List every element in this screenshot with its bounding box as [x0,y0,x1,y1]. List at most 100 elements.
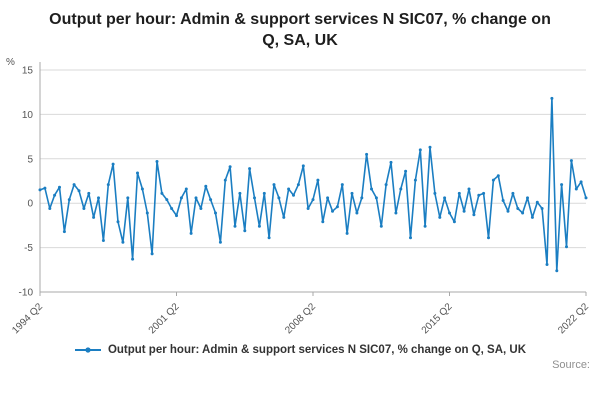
data-point-marker [550,96,554,100]
data-point-marker [491,178,495,182]
data-point-marker [579,179,583,183]
data-point-marker [535,200,539,204]
data-point-marker [326,195,330,199]
y-tick-label: 0 [27,198,33,209]
data-point-marker [296,182,300,186]
data-point-marker [218,240,222,244]
legend: Output per hour: Admin & support service… [0,344,600,356]
y-tick-label: -5 [24,243,33,254]
data-point-marker [243,228,247,232]
data-point-marker [506,209,510,213]
data-point-marker [389,160,393,164]
data-point-marker [443,195,447,199]
data-point-marker [399,187,403,191]
data-point-marker [301,163,305,167]
data-point-marker [374,195,378,199]
data-point-marker [409,235,412,239]
chart-title: Output per hour: Admin & support service… [49,11,551,49]
data-point-marker [189,231,193,235]
data-point-marker [340,182,344,186]
data-point-marker [82,206,86,210]
x-tick-label: 2001 Q2 [147,301,182,336]
data-point-marker [165,197,169,201]
data-point-marker [116,219,120,223]
data-point-marker [467,187,471,191]
data-point-marker [87,191,91,195]
data-point-marker [287,187,291,191]
data-point-marker [384,182,388,186]
data-point-marker [58,185,61,189]
data-point-marker [545,262,549,266]
data-point-marker [360,195,364,199]
y-tick-label: 15 [22,65,34,76]
data-point-marker [160,191,164,195]
data-point-marker [53,193,57,197]
data-point-marker [477,193,481,197]
y-tick-label: 5 [27,154,33,165]
data-point-marker [140,187,144,191]
data-point-marker [345,231,349,235]
data-point-marker [292,193,295,197]
data-point-marker [433,191,437,195]
data-point-marker [418,147,422,151]
line-chart-svg: -10 -5 0 5 10 15% 1994 Q2 2001 Q2 2008 Q2 2015 Q2… [6,57,591,336]
data-point-marker [350,191,354,195]
data-point-marker [106,182,110,186]
data-point-marker [272,182,276,186]
data-point-marker [335,204,339,208]
x-tick-label: 2022 Q2 [556,301,591,336]
data-point-marker [511,191,515,195]
data-line [39,97,587,272]
data-point-marker [584,195,588,199]
chart-area: -10 -5 0 5 10 15% 1994 Q2 2001 Q2 2008 Q2 2015 Q2… [0,54,600,344]
source-label: Source: [552,358,590,371]
data-point-marker [516,206,520,210]
data-point-marker [97,195,100,199]
data-point-marker [184,187,188,191]
data-point-marker [565,244,568,248]
legend-marker-icon [74,346,101,353]
data-point-marker [355,211,359,215]
data-point-marker [126,195,130,199]
data-point-marker [404,169,408,173]
data-point-marker [214,211,217,215]
data-point-marker [321,219,325,223]
data-point-marker [145,211,149,215]
data-point-marker [501,198,505,202]
data-point-marker [136,171,139,175]
data-point-marker [379,224,383,228]
data-point-marker [238,191,242,195]
data-point-marker [155,159,159,163]
data-point-marker [131,257,135,261]
data-point-marker [574,187,578,191]
data-point-marker [555,268,559,272]
data-point-marker [175,213,178,217]
data-point-marker [43,186,47,190]
data-point-marker [423,224,427,228]
data-point-marker [228,164,232,168]
data-point-marker [257,224,261,228]
data-point-marker [253,195,256,199]
data-point-marker [306,206,310,210]
data-point-marker [277,195,281,199]
data-point-marker [569,158,573,162]
data-point-marker [92,215,96,219]
data-point-marker [311,197,315,201]
data-point-marker [448,211,451,215]
data-point-marker [267,235,271,239]
y-tick-label: -10 [19,287,34,298]
data-point-marker [194,195,198,199]
data-point-marker [248,166,252,170]
x-tick-label: 1994 Q2 [10,301,45,336]
y-tick-label: 10 [22,109,34,120]
data-point-marker [179,195,183,199]
data-point-marker [331,209,334,213]
data-point-marker [170,206,174,210]
data-point-marker [101,238,105,242]
data-point-marker [150,251,154,255]
data-point-marker [472,212,476,216]
data-point-marker [487,235,490,239]
data-point-marker [365,152,369,156]
data-point-marker [77,188,81,192]
data-point-marker [204,184,208,188]
